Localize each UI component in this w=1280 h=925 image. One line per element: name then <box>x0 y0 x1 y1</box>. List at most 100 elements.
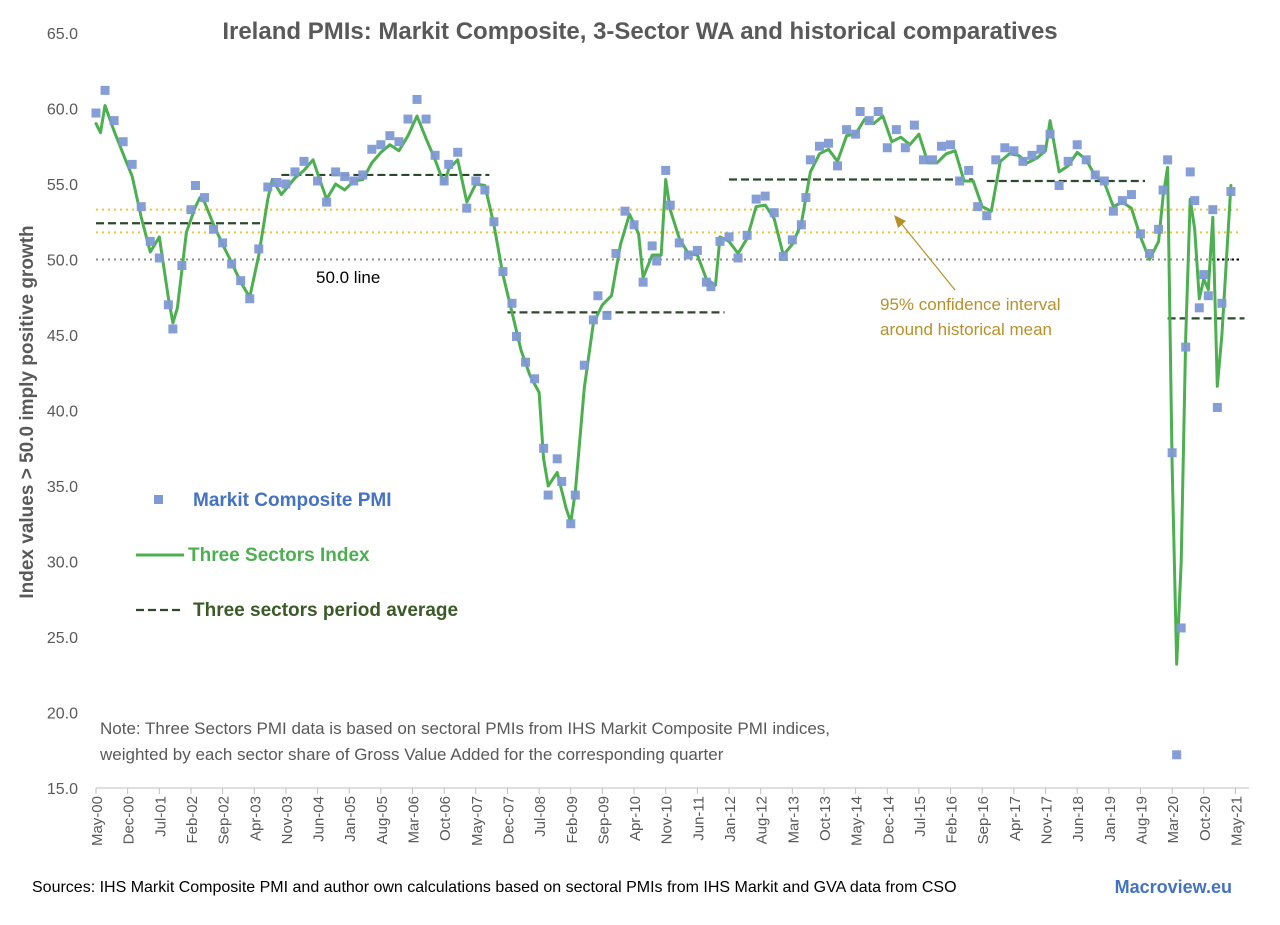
composite-pmi-point <box>751 194 761 204</box>
composite-pmi-point <box>1000 143 1010 153</box>
composite-pmi-point <box>1199 270 1209 280</box>
composite-pmi-point <box>946 140 956 150</box>
composite-pmi-point <box>855 107 865 117</box>
composite-pmi-point <box>462 203 472 213</box>
composite-pmi-point <box>588 315 598 325</box>
composite-pmi-point <box>218 238 228 248</box>
composite-pmi-point <box>1145 248 1155 258</box>
composite-pmi-point <box>453 147 463 157</box>
x-tick-label: Nov-10 <box>659 796 676 844</box>
x-tick-label: May-21 <box>1228 796 1245 846</box>
composite-pmi-point <box>805 155 815 165</box>
composite-pmi-point <box>254 244 264 254</box>
composite-pmi-point <box>1072 140 1082 150</box>
composite-pmi-point <box>154 253 164 263</box>
composite-pmi-point <box>186 205 196 215</box>
composite-pmi-point <box>611 248 621 258</box>
y-tick-label: 25.0 <box>47 630 78 647</box>
composite-pmi-point <box>1181 342 1191 352</box>
composite-pmi-point <box>190 181 200 191</box>
composite-pmi-point <box>891 125 901 135</box>
composite-pmi-point <box>593 291 603 301</box>
composite-pmi-point <box>1117 196 1127 206</box>
composite-pmi-point <box>507 298 517 308</box>
composite-pmi-point <box>91 108 101 118</box>
composite-pmi-point <box>313 176 323 186</box>
composite-pmi-point <box>814 141 824 151</box>
y-tick-label: 30.0 <box>47 555 78 572</box>
three-sectors-index-line <box>94 104 1233 666</box>
composite-pmi-point <box>557 476 567 486</box>
brand-link[interactable]: Macroview.eu <box>1114 877 1232 897</box>
composite-pmi-point <box>742 230 752 240</box>
x-tick-label: Jan-05 <box>342 796 359 842</box>
y-axis: 15.0 20.0 25.0 30.0 35.0 40.0 45.0 50.0 55.0 60.0… <box>47 26 78 798</box>
y-tick-label: 20.0 <box>47 706 78 723</box>
composite-pmi-point <box>864 116 874 126</box>
composite-pmi-point <box>521 357 531 367</box>
composite-pmi-point <box>163 300 173 310</box>
x-tick-label: May-07 <box>469 796 486 846</box>
composite-pmi-point <box>543 490 553 500</box>
composite-pmi-point <box>579 360 589 370</box>
composite-pmi-point <box>927 155 937 165</box>
composite-pmi-point <box>1009 146 1019 156</box>
composite-pmi-point <box>674 238 684 248</box>
y-axis-label: Index values > 50.0 imply positive growt… <box>17 225 38 599</box>
composite-pmi-point <box>1090 170 1100 180</box>
x-tick-label: Dec-07 <box>500 796 517 844</box>
composite-pmi-point <box>281 179 291 189</box>
x-tick-label: Mar-20 <box>1165 796 1182 844</box>
composite-pmi-point <box>760 191 770 201</box>
composite-pmi-point <box>1045 129 1055 139</box>
y-tick-label: 65.0 <box>47 26 78 43</box>
composite-pmi-point <box>882 143 892 153</box>
composite-pmi-point <box>340 171 350 181</box>
composite-pmi-point <box>498 267 508 277</box>
composite-pmi-point <box>665 200 675 210</box>
composite-pmi-point <box>227 259 237 269</box>
x-tick-label: Oct-13 <box>817 796 834 841</box>
composite-pmi-point <box>530 374 540 384</box>
composite-pmi-point <box>552 454 562 464</box>
composite-pmi-point <box>444 159 454 169</box>
ci-label-line1: 95% confidence interval <box>880 295 1061 314</box>
composite-pmi-point <box>403 114 413 124</box>
y-tick-label: 55.0 <box>47 177 78 194</box>
composite-pmi-point <box>937 141 947 151</box>
ci-arrow-line <box>899 221 956 291</box>
composite-pmi-point <box>620 206 630 216</box>
x-tick-label: Sep-09 <box>595 796 612 844</box>
x-tick-label: Jun-04 <box>311 796 328 842</box>
composite-pmi-point <box>118 137 128 147</box>
x-tick-label: Jul-01 <box>152 796 169 837</box>
composite-pmi-point <box>1158 185 1168 195</box>
y-tick-label: 40.0 <box>47 404 78 421</box>
composite-pmi-point <box>430 150 440 160</box>
composite-pmi-point <box>1212 402 1222 412</box>
composite-pmi-point <box>385 131 395 141</box>
composite-pmi-point <box>733 253 743 263</box>
composite-pmi-markers <box>91 85 1236 760</box>
composite-pmi-point <box>701 277 711 287</box>
composite-pmi-point <box>1108 206 1118 216</box>
x-tick-label: Jan-19 <box>1102 796 1119 842</box>
y-tick-label: 15.0 <box>47 781 78 798</box>
composite-pmi-point <box>127 159 137 169</box>
composite-pmi-point <box>964 165 974 175</box>
composite-pmi-point <box>982 211 992 221</box>
x-tick-label: Jul-15 <box>912 796 929 837</box>
ci-annotation-arrow <box>894 215 956 291</box>
x-tick-label: Jun-18 <box>1070 796 1087 842</box>
composite-pmi-point <box>909 120 919 130</box>
confidence-interval-label: 95% confidence interval around historica… <box>880 292 1061 342</box>
x-tick-label: Dec-14 <box>880 796 897 844</box>
composite-pmi-point <box>421 114 431 124</box>
composite-pmi-point <box>1154 224 1164 234</box>
chart-title: Ireland PMIs: Markit Composite, 3-Sector… <box>222 18 1058 45</box>
composite-pmi-point <box>570 490 580 500</box>
composite-pmi-point <box>168 324 178 334</box>
legend-label-period-average: Three sectors period average <box>193 600 459 621</box>
composite-pmi-point <box>1194 303 1204 313</box>
x-tick-label: Feb-09 <box>564 796 581 844</box>
